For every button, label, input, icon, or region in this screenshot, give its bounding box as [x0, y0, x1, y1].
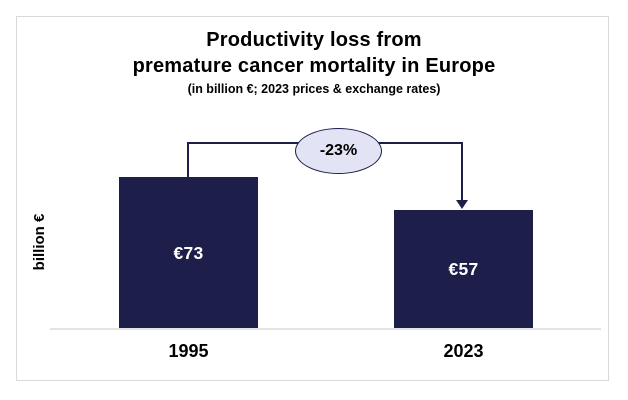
chart-subtitle: (in billion €; 2023 prices & exchange ra… [187, 82, 441, 96]
change-annotation-oval: -23% [295, 128, 382, 174]
arrow-down-icon [456, 200, 468, 209]
chart-title-line-1: Productivity loss from [206, 29, 422, 51]
chart-title-block: Productivity loss from premature cancer … [16, 27, 612, 97]
connector-line-left [187, 142, 189, 178]
bar-value-label-2023: €57 [448, 259, 479, 279]
y-axis-title: billion € [31, 213, 48, 271]
bar-1995: €73 [119, 177, 258, 329]
category-label-2023: 2023 [443, 341, 484, 361]
category-label-1995: 1995 [168, 341, 209, 361]
chart-title-line-2: premature cancer mortality in Europe [132, 55, 496, 77]
connector-line-right [461, 142, 463, 202]
bar-value-label-1995: €73 [173, 242, 204, 263]
x-axis-line [50, 328, 601, 330]
change-annotation-label: -23% [319, 142, 358, 159]
bar-2023: €57 [394, 210, 533, 329]
